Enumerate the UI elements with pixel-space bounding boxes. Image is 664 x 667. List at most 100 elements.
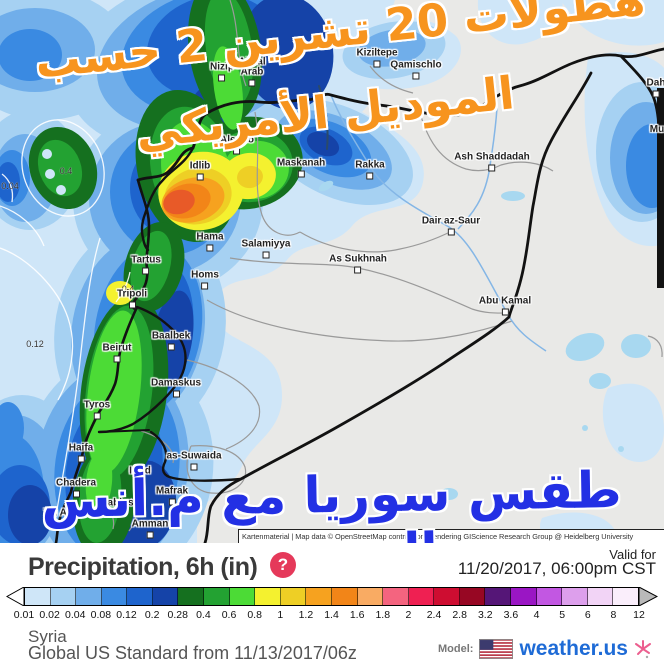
city-marker-icon [488, 164, 496, 172]
city-label: Tartus [131, 255, 161, 275]
colorbar-segment [485, 588, 511, 605]
city-label: Ash Shaddadah [454, 152, 530, 172]
colorbar-segment [25, 588, 51, 605]
city-label: as-Suwaida [166, 451, 222, 471]
city-label: As Sukhnah [329, 254, 387, 274]
map-attribution: Kartenmaterial | Map data © OpenStreetMa… [238, 529, 664, 543]
colorbar-tick: 1.2 [298, 609, 314, 621]
colorbar-segment [459, 588, 486, 605]
colorbar-segment [383, 588, 409, 605]
colorbar-tick: 12 [633, 609, 645, 621]
colorbar-segment [434, 588, 460, 605]
colorbar-segment [76, 588, 102, 605]
city-marker-icon [58, 520, 66, 528]
city-label: Hama [196, 232, 224, 252]
city-label: Dah [647, 78, 664, 98]
overlay-credit-line: طقس سوريا مع م.أنس الرحمون [40, 460, 623, 543]
model-label: Model: [437, 643, 474, 655]
admin-borders [94, 0, 663, 532]
colorbar-segment [204, 588, 230, 605]
us-flag-icon [479, 639, 514, 659]
city-label: Qamischlo [390, 60, 442, 80]
colorbar-tick: 4 [533, 609, 540, 621]
brand-burst-icon [635, 640, 651, 659]
city-marker-icon [447, 228, 455, 236]
valid-datetime: 11/20/2017, 06:00pm CST [457, 559, 656, 578]
model-brand-block: Model: weather.us [438, 637, 652, 661]
city-label: Irbid [129, 466, 151, 486]
colorbar-segment [331, 588, 358, 605]
lakes-group [318, 180, 651, 500]
city-marker-icon [113, 510, 121, 518]
colorbar-tick: 2.4 [426, 609, 442, 621]
city-marker-icon [77, 455, 85, 463]
valid-for-label: Valid for [609, 547, 656, 562]
colorbar-tick: 0.08 [90, 609, 112, 621]
city-marker-icon [501, 308, 509, 316]
city-marker-icon [366, 172, 374, 180]
city-marker-icon [128, 301, 136, 309]
colorbar-tick: 5 [559, 609, 566, 621]
colorbar-segment [510, 588, 537, 605]
colorbar-tick: 0.6 [221, 609, 237, 621]
colorbar-tick: 3.2 [477, 609, 493, 621]
city-marker-icon [172, 390, 180, 398]
contour-lines [0, 119, 131, 529]
precipitation-layers [0, 0, 664, 543]
city-marker-icon [412, 72, 420, 80]
city-marker-icon [142, 267, 150, 275]
city-label: Mu [649, 124, 664, 135]
help-icon[interactable]: ? [270, 552, 296, 578]
colorbar-tick: 0.02 [39, 609, 60, 621]
colorbar-tick: 0.2 [144, 609, 160, 621]
legend-title: Precipitation, 6h (in) [28, 553, 258, 581]
map-canvas: Nizip Ain al Arab Kiziltepe Qamischlo Dah Mu Al… [0, 0, 664, 543]
city-marker-icon [196, 173, 204, 181]
city-label: Homs [191, 270, 219, 290]
colorbar-segment [587, 588, 614, 605]
city-marker-icon [206, 244, 214, 252]
city-marker-icon [373, 60, 381, 68]
city-marker-icon [354, 266, 362, 274]
city-label: Tripoli [117, 289, 147, 309]
colorbar-segment [562, 588, 588, 605]
colorbar-tick: 6 [584, 609, 591, 621]
colorbar-segments [24, 587, 639, 606]
contour-value-label: 0.12 [26, 339, 44, 349]
colorbar-segment [50, 588, 77, 605]
city-marker-icon [190, 463, 198, 471]
city-label: Kiziltepe [356, 48, 398, 68]
country-borders [54, 47, 664, 543]
colorbar [0, 587, 664, 606]
city-label: Aleppo [220, 135, 254, 155]
city-label: Idlib [190, 161, 210, 181]
colorbar-left-arrow [6, 587, 25, 606]
city-label: Nablus [100, 498, 134, 518]
city-label: Chadera [56, 478, 96, 498]
city-marker-icon [297, 170, 305, 178]
colorbar-tick: 0.04 [65, 609, 86, 621]
colorbar-segment [255, 588, 281, 605]
brand-logo-text[interactable]: weather.us [519, 637, 628, 660]
colorbar-tick: 0.01 [13, 609, 35, 621]
city-label: Tel Aviv [44, 508, 80, 528]
colorbar-tick: 1.8 [375, 609, 391, 621]
colorbar-tick-labels: 0.01 0.02 0.04 0.08 0.12 0.2 0.28 0.4 0.6 0.8 1 1.2… [0, 609, 664, 623]
city-marker-icon [113, 355, 121, 363]
colorbar-tick: 0.28 [167, 609, 188, 621]
city-marker-icon [146, 531, 154, 539]
model-run-info: Global US Standard from 11/13/2017/06z [28, 643, 357, 663]
colorbar-tick: 1.4 [324, 609, 339, 621]
colorbar-segment [101, 588, 128, 605]
contour-value-label: 0.4 [59, 166, 73, 176]
city-label: Nizip [210, 62, 234, 82]
contour-value-label: 0.04 [1, 181, 19, 191]
city-marker-icon [201, 282, 209, 290]
city-marker-icon [652, 90, 660, 98]
contour-value-label: 0.4 [121, 284, 135, 294]
city-label: Baalbek [152, 331, 190, 351]
colorbar-segment [280, 588, 307, 605]
city-marker-icon [136, 478, 144, 486]
city-label: Amman [132, 519, 168, 539]
